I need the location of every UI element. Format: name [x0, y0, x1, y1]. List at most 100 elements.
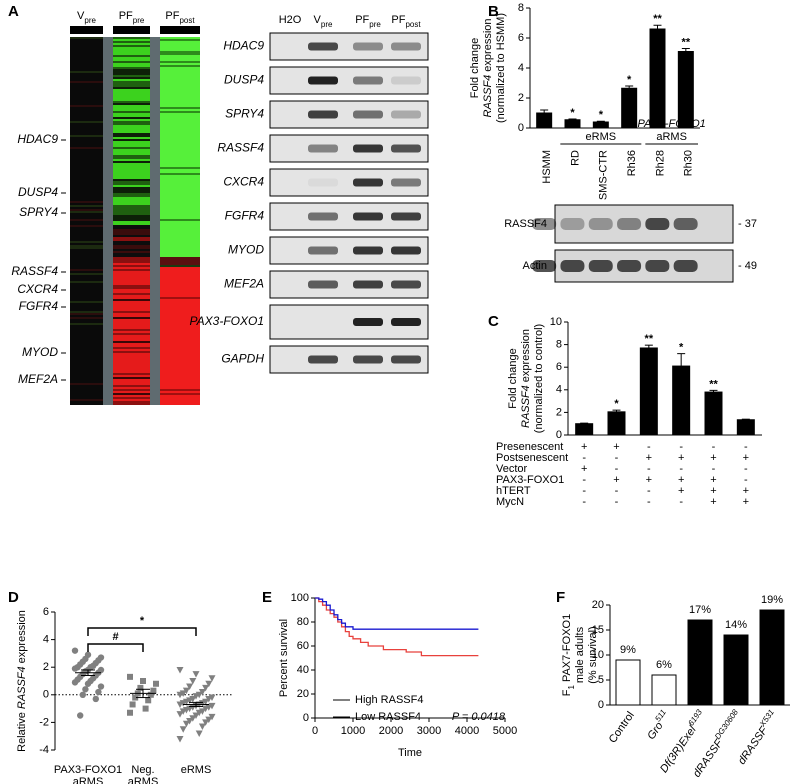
heatmap-cell — [113, 263, 150, 265]
heatmap-cell — [113, 243, 150, 245]
heatmap-cell — [160, 327, 200, 329]
heatmap-cell — [160, 363, 200, 365]
x-tick-label: aRMS — [128, 776, 159, 784]
heatmap-cell — [70, 91, 103, 93]
bar — [723, 634, 749, 706]
heatmap-cell — [113, 199, 150, 201]
heatmap-cell — [113, 71, 150, 73]
heatmap-cell — [113, 41, 150, 43]
y-tick-label: 2 — [43, 661, 49, 673]
heatmap-cell — [113, 367, 150, 369]
condition-mark: + — [613, 474, 619, 486]
heatmap-cell — [113, 87, 150, 89]
heatmap-cell — [160, 159, 200, 161]
y-label-line: RASSF4 expression — [520, 329, 532, 428]
heatmap-cell — [160, 175, 200, 177]
point — [137, 684, 144, 691]
y-tick-label: 6 — [43, 606, 49, 618]
heatmap-cell — [70, 365, 103, 367]
heatmap-cell — [113, 231, 150, 233]
y-tick-label: 6 — [556, 361, 562, 373]
condition-mark: - — [582, 496, 586, 508]
heatmap-cell — [70, 197, 103, 199]
heatmap-cell — [160, 355, 200, 357]
heatmap-cell — [160, 127, 200, 129]
gel-lane-label: H2O — [279, 14, 302, 26]
heatmap-cell — [113, 373, 150, 375]
y-label-line: (% survival) — [587, 626, 599, 683]
gel-lane-label: Vpre — [314, 14, 333, 29]
heatmap-cell — [160, 353, 200, 355]
y-tick-label: 2 — [556, 406, 562, 418]
heatmap-cell — [160, 191, 200, 193]
heatmap-cell — [113, 61, 150, 63]
heatmap-cell — [70, 373, 103, 375]
heatmap-cell — [70, 63, 103, 65]
bar — [677, 51, 694, 129]
heatmap-cell — [160, 365, 200, 367]
heatmap-cell — [160, 233, 200, 235]
heatmap-cell — [113, 317, 150, 319]
heatmap-cell — [70, 219, 103, 221]
heatmap-cell — [70, 221, 103, 223]
heatmap-cell — [113, 311, 150, 313]
heatmap-cell — [70, 301, 103, 303]
heatmap-cell — [70, 317, 103, 319]
heatmap-cell — [70, 277, 103, 279]
condition-mark: + — [710, 485, 716, 497]
heatmap-cell — [160, 347, 200, 349]
heatmap-gene-label: CXCR4 — [17, 282, 58, 296]
heatmap-cell — [160, 311, 200, 313]
heatmap-cell — [160, 161, 200, 163]
heatmap-cell — [70, 93, 103, 95]
heatmap-cell — [113, 191, 150, 193]
heatmap-cell — [70, 161, 103, 163]
heatmap-gene-label: MYOD — [22, 345, 58, 359]
heatmap-cell — [160, 333, 200, 335]
heatmap-cell — [160, 331, 200, 333]
y-tick-label: 15 — [592, 624, 604, 636]
y-label-line: male adults — [574, 626, 586, 683]
heatmap-cell — [160, 247, 200, 249]
heatmap-cell — [160, 343, 200, 345]
heatmap-cell — [113, 381, 150, 383]
heatmap-cell — [70, 395, 103, 397]
blot-band — [645, 260, 670, 272]
heatmap-cell — [113, 53, 150, 55]
heatmap-cell — [113, 369, 150, 371]
heatmap-cell — [113, 205, 150, 207]
heatmap-cell — [70, 363, 103, 365]
heatmap-cell — [160, 335, 200, 337]
heatmap-cell — [70, 129, 103, 131]
heatmap-cell — [113, 217, 150, 219]
value-label: 6% — [656, 659, 672, 671]
heatmap-cell — [160, 291, 200, 293]
heatmap-cell — [70, 145, 103, 147]
heatmap-cell — [70, 375, 103, 377]
point — [186, 683, 194, 691]
heatmap-cell — [113, 85, 150, 87]
condition-mark: - — [615, 452, 619, 464]
heatmap-cell — [113, 251, 150, 253]
heatmap-cell — [113, 261, 150, 263]
gel-band — [391, 355, 421, 364]
bar — [575, 423, 594, 436]
heatmap-cell — [160, 183, 200, 185]
heatmap-cell — [113, 327, 150, 329]
heatmap-cell — [70, 149, 103, 151]
heatmap-cell — [160, 153, 200, 155]
heatmap-cell — [160, 219, 200, 221]
heatmap-cell — [160, 171, 200, 173]
gel-gene-label: SPRY4 — [225, 107, 264, 121]
heatmap-cell — [70, 241, 103, 243]
heatmap-cell — [160, 371, 200, 373]
heatmap-cell — [70, 123, 103, 125]
x-tick-label: Control — [607, 710, 637, 746]
heatmap-cell — [70, 323, 103, 325]
heatmap-cell — [70, 369, 103, 371]
heatmap-cell — [70, 297, 103, 299]
bar — [651, 674, 677, 706]
survival-curve — [315, 597, 479, 630]
condition-mark: - — [647, 496, 651, 508]
heatmap-cell — [113, 401, 150, 403]
